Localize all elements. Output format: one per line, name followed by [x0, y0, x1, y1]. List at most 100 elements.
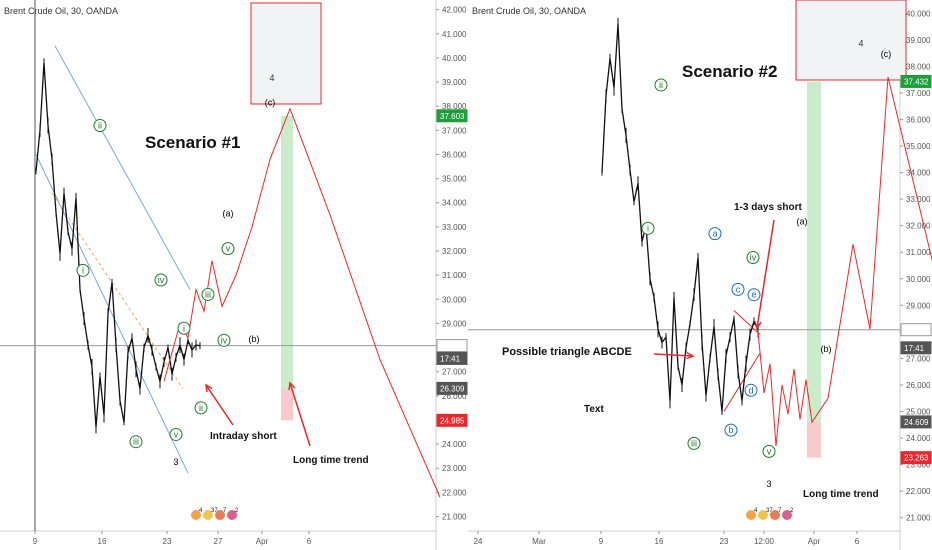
wave-label-v: v	[226, 244, 231, 254]
reaction-emoji-icon[interactable]	[227, 510, 237, 520]
y-tick-label: 21.000	[906, 514, 931, 523]
price-tag-label: 37.603	[440, 112, 465, 121]
reaction-emoji-icon[interactable]	[215, 510, 225, 520]
annotation-arrow-head	[686, 351, 695, 360]
x-tick-label: Apr	[256, 537, 269, 546]
x-tick-label: 12:00	[754, 537, 775, 546]
wave-label-i: i	[183, 323, 185, 333]
wave-label-circle	[654, 78, 668, 92]
price-tag: 17:41	[436, 351, 468, 365]
wave-label-e: e	[751, 290, 756, 300]
y-tick-label: 27.000	[442, 368, 467, 377]
y-tick-label: 36.000	[906, 115, 931, 124]
chart-title: Brent Crude Oil, 30, OANDA	[4, 6, 118, 16]
price-tag-box	[436, 339, 468, 353]
y-tick-label: 37.000	[906, 89, 931, 98]
chart-panel-scenario-2[interactable]: Brent Crude Oil, 30, OANDA 21.000 22.000 23…	[468, 0, 932, 550]
annotation-long-trend: Long time trend	[803, 489, 879, 500]
scenario-title: Scenario #1	[145, 133, 240, 152]
chart-title: Brent Crude Oil, 30, OANDA	[472, 6, 586, 16]
y-tick-label: 34.000	[442, 199, 467, 208]
chart-canvas-scenario-1[interactable]: Brent Crude Oil, 30, OANDA21.00022.00023…	[0, 0, 468, 550]
wave-label-ii: ii	[98, 121, 102, 131]
y-tick-label: 35.000	[906, 142, 931, 151]
wave-label-c: c	[736, 284, 741, 294]
triangle-lower-line	[723, 352, 761, 412]
wave-label-(b): (b)	[821, 344, 832, 354]
y-tick-label: 26.000	[906, 381, 931, 390]
chart-canvas-scenario-2[interactable]: Brent Crude Oil, 30, OANDA21.00022.00023…	[468, 0, 932, 550]
wave-label-circle	[194, 401, 208, 415]
price-series-line	[601, 23, 759, 412]
x-tick-label: 6	[307, 537, 312, 546]
x-tick-label: 23	[720, 537, 729, 546]
wave-label-circle	[708, 227, 722, 241]
price-series-line	[35, 62, 201, 428]
y-tick-label: 38.000	[906, 62, 931, 71]
x-tick-label: 27	[214, 537, 223, 546]
red-stop-zone	[807, 421, 821, 458]
reaction-emoji-icon[interactable]	[191, 510, 201, 520]
wave-label-(a): (a)	[797, 216, 808, 226]
price-tag-label: 28.082	[440, 342, 465, 351]
annotation-arrow	[289, 382, 311, 447]
y-tick-label: 41.000	[442, 30, 467, 39]
annotation-intraday: Intraday short	[210, 431, 277, 442]
wave-label-(a): (a)	[223, 208, 234, 218]
reaction-emoji-icon[interactable]	[782, 510, 792, 520]
y-tick-label: 31.000	[906, 248, 931, 257]
price-tag-label: 24.985	[440, 416, 465, 425]
chart-panel-scenario-1[interactable]: Brent Crude Oil, 30, OANDA 21.000 22.000 23…	[0, 0, 468, 550]
wave-label-i: i	[82, 265, 84, 275]
red-stop-zone	[281, 388, 293, 421]
wave-label-iv: iv	[750, 253, 757, 263]
wave-label-b: b	[728, 425, 733, 435]
triangle-upper-line	[733, 310, 761, 335]
y-tick-label: 30.000	[442, 295, 467, 304]
annotation-arrow	[756, 219, 775, 329]
price-tag-box	[436, 351, 468, 365]
price-tag: 23.263	[900, 451, 932, 465]
price-tag-box	[436, 381, 468, 395]
y-tick-label: 29.000	[906, 301, 931, 310]
y-tick-label: 27.000	[906, 354, 931, 363]
price-tag-box	[436, 109, 468, 123]
reaction-emoji-icon[interactable]	[746, 510, 756, 520]
y-tick-label: 30.000	[906, 275, 931, 284]
reaction-count: 2	[235, 508, 239, 514]
wave-label-v: v	[174, 429, 179, 439]
reaction-count: 7	[223, 508, 227, 514]
wave-label-iii: iii	[133, 437, 139, 447]
wave-label-ii: ii	[199, 403, 203, 413]
annotation-short: 1-3 days short	[734, 202, 802, 213]
wave-label-4: 4	[269, 73, 274, 83]
wave-label-circle	[747, 288, 761, 302]
price-tag: 28.082	[900, 323, 932, 337]
reaction-emoji-icon[interactable]	[770, 510, 780, 520]
y-tick-label: 32.000	[906, 222, 931, 231]
price-tag: 17:41	[900, 341, 932, 355]
y-tick-label: 31.000	[442, 271, 467, 280]
wave-label-circle	[76, 263, 90, 277]
reaction-count: 4	[199, 508, 203, 514]
x-tick-label: 23	[163, 537, 172, 546]
price-tag-label: 28.082	[904, 326, 929, 335]
y-tick-label: 25.000	[906, 408, 931, 417]
wave-label-circle	[201, 287, 215, 301]
price-tag-box	[900, 74, 932, 88]
reaction-count: 7	[778, 508, 782, 514]
reaction-emoji-icon[interactable]	[758, 510, 768, 520]
reaction-emoji-icon[interactable]	[203, 510, 213, 520]
wave-label-circle	[221, 242, 235, 256]
x-tick-label: 16	[655, 537, 664, 546]
y-tick-label: 32.000	[442, 247, 467, 256]
wave-label-circle	[217, 333, 231, 347]
price-tag-label: 17:41	[904, 344, 925, 353]
annotation-arrow	[205, 384, 234, 426]
reaction-count: 37	[766, 508, 773, 514]
price-tag-box	[900, 323, 932, 337]
y-tick-label: 23.000	[442, 464, 467, 473]
wave-label-circle	[744, 383, 758, 397]
reaction-count: 37	[211, 508, 218, 514]
wave-label-circle	[641, 221, 655, 235]
